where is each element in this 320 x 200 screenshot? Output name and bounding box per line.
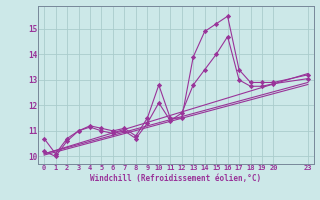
X-axis label: Windchill (Refroidissement éolien,°C): Windchill (Refroidissement éolien,°C) [91, 174, 261, 183]
